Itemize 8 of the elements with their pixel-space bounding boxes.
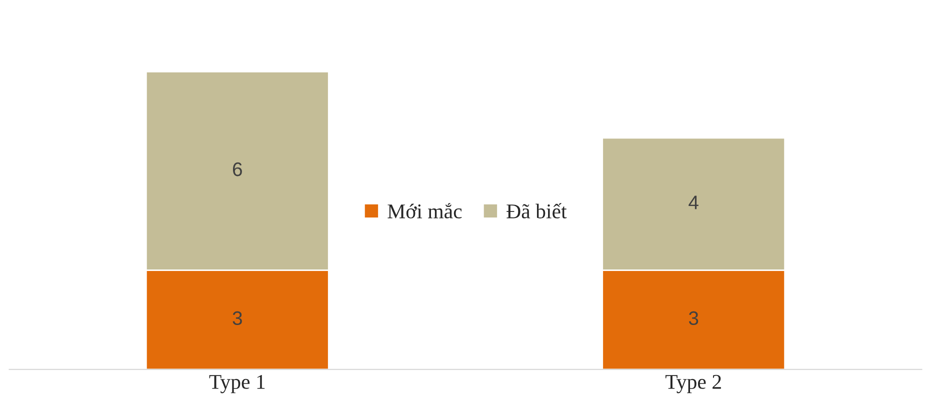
x-tick-label: Type 1 (209, 374, 265, 394)
data-label: 3 (232, 311, 242, 326)
x-tick-label: Type 2 (665, 374, 721, 394)
data-label: 3 (688, 311, 698, 326)
data-label: 4 (688, 196, 698, 210)
legend-label: Mới mắc (388, 203, 462, 218)
data-label: 6 (232, 162, 242, 176)
legend-label: Đã biết (506, 203, 567, 218)
